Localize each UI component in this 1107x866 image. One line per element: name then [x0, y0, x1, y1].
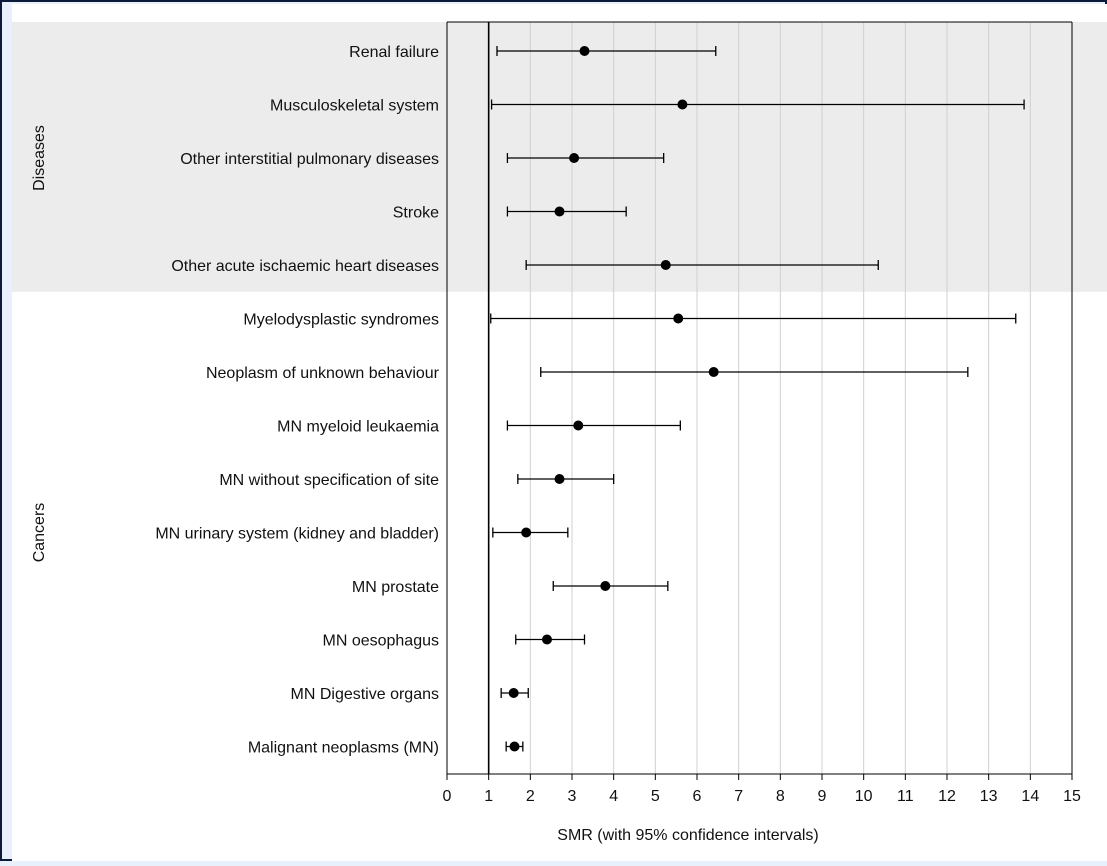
- ci-row: [515, 634, 586, 645]
- smr-point: [542, 634, 552, 645]
- x-axis-label: SMR (with 95% confidence intervals): [557, 827, 818, 844]
- gridlines: [488, 22, 1031, 774]
- ci-row: [552, 581, 669, 591]
- ci-row: [506, 153, 665, 163]
- row-label: Myelodysplastic syndromes: [243, 312, 439, 329]
- ci-row: [506, 206, 627, 217]
- smr-point: [673, 313, 684, 324]
- x-tick-label: 11: [897, 788, 914, 805]
- ci-row: [517, 474, 615, 484]
- ci-row: [490, 313, 1017, 324]
- smr-point: [521, 527, 532, 538]
- x-tick-label: 4: [609, 788, 618, 805]
- ci-row: [496, 46, 717, 56]
- x-tick-label: 14: [1021, 788, 1039, 805]
- smr-point: [660, 260, 671, 270]
- smr-point: [554, 474, 565, 484]
- row-label: Other acute ischaemic heart diseases: [171, 258, 439, 275]
- row-label: MN without specification of site: [219, 472, 439, 489]
- row-label: MN oesophagus: [322, 633, 439, 650]
- row-label: Malignant neoplasms (MN): [248, 740, 439, 757]
- smr-point: [569, 153, 580, 163]
- data-rows: [490, 46, 1025, 752]
- plot-frame: [446, 21, 1073, 775]
- forest-plot-svg: Renal failure Musculoskeletal system Other…: [12, 21, 1107, 844]
- row-label: Neoplasm of unknown behaviour: [206, 365, 440, 382]
- x-axis: 0 1 2 3 4 5 6 7 8 9 10 11 12 13 14 15: [443, 774, 1081, 805]
- x-tick-label: 0: [443, 788, 452, 805]
- x-tick-label: 8: [776, 788, 785, 805]
- smr-point: [708, 367, 719, 377]
- ci-row: [492, 527, 569, 538]
- group-labels: Diseases Cancers: [31, 125, 48, 562]
- row-label: Other interstitial pulmonary diseases: [180, 151, 439, 168]
- x-tick-label: 10: [855, 788, 873, 805]
- row-label: Renal failure: [349, 44, 439, 61]
- x-tick-label: 5: [651, 788, 660, 805]
- smr-point: [677, 99, 688, 110]
- x-tick-label: 1: [484, 788, 493, 805]
- ci-row: [500, 688, 529, 698]
- row-label: MN prostate: [352, 579, 439, 596]
- x-tick-label: 3: [568, 788, 577, 805]
- x-tick-label: 15: [1063, 788, 1081, 805]
- ci-row: [490, 99, 1025, 110]
- row-label: MN myeloid leukaemia: [277, 419, 439, 436]
- forest-plot: Renal failure Musculoskeletal system Other…: [12, 4, 1107, 861]
- x-tick-label: 13: [980, 788, 998, 805]
- ci-row: [506, 420, 681, 431]
- row-label: Musculoskeletal system: [270, 98, 439, 115]
- group-bands: [12, 22, 1107, 292]
- smr-point: [508, 688, 519, 698]
- x-tick-label: 2: [526, 788, 535, 805]
- x-tick-label: 9: [818, 788, 827, 805]
- ci-row: [505, 741, 524, 752]
- row-label: MN urinary system (kidney and bladder): [155, 526, 439, 543]
- smr-point: [579, 46, 590, 56]
- ci-row: [525, 260, 879, 270]
- x-tick-label: 12: [938, 788, 956, 805]
- smr-point: [554, 206, 565, 217]
- x-tick-label: 6: [693, 788, 702, 805]
- row-label: MN Digestive organs: [291, 686, 440, 703]
- smr-point: [509, 741, 520, 752]
- group-band-diseases: [12, 22, 1107, 292]
- x-tick-label: 7: [734, 788, 743, 805]
- row-label: Stroke: [393, 205, 439, 222]
- row-labels: Renal failure Musculoskeletal system Other…: [155, 44, 439, 757]
- group-label-diseases: Diseases: [31, 125, 48, 191]
- smr-point: [600, 581, 611, 591]
- smr-point: [573, 420, 584, 431]
- group-label-cancers: Cancers: [31, 503, 48, 563]
- ci-row: [540, 367, 969, 377]
